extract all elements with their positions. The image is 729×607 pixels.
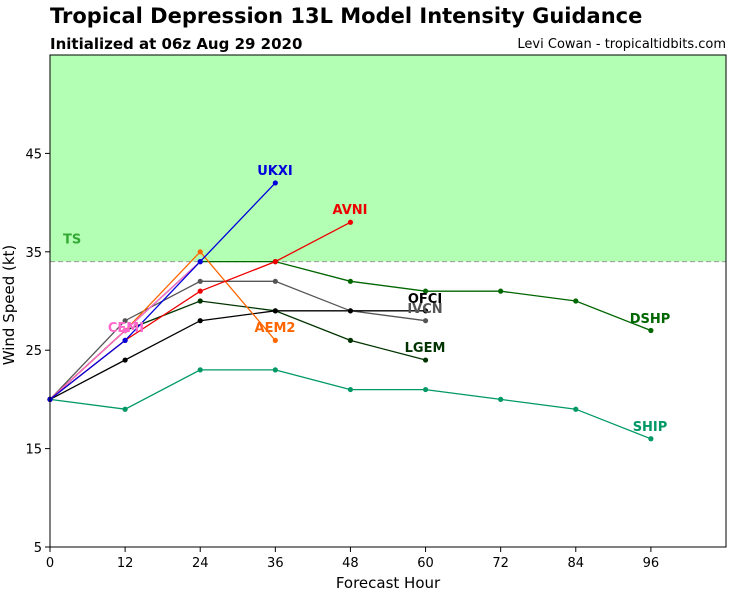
data-point-avni	[197, 288, 203, 294]
series-line-ship	[49, 369, 652, 440]
y-tick-label: 45	[25, 147, 42, 162]
data-point-dshp	[498, 288, 504, 294]
series-label-aem2: AEM2	[255, 321, 296, 336]
data-point-ofci	[122, 357, 128, 363]
series-label-avni: AVNI	[333, 203, 368, 218]
x-tick-label: 0	[46, 556, 54, 571]
series-label-dshp: DSHP	[630, 312, 671, 327]
data-point-ship	[272, 367, 278, 373]
x-tick-label: 12	[117, 556, 134, 571]
series-label-cemi: CEMI	[108, 321, 144, 336]
data-point-ivcn	[422, 318, 429, 324]
series-line-ukxi	[49, 182, 276, 400]
data-point-ship	[648, 436, 654, 442]
data-point-dshp	[648, 327, 654, 334]
ts-shaded-region	[50, 55, 726, 262]
data-point-lgem	[347, 337, 354, 343]
data-point-aem2	[272, 337, 278, 343]
data-point-dshp	[347, 278, 354, 284]
x-tick-label: 36	[267, 556, 284, 571]
series-label-ivcn: IVCN	[407, 302, 442, 317]
series-line-ofci	[49, 310, 426, 400]
series-label-lgem: LGEM	[405, 341, 446, 356]
data-point-ofci	[347, 308, 354, 314]
data-point-ship	[197, 367, 203, 373]
data-point-ship	[422, 386, 429, 393]
data-point-dshp	[422, 288, 429, 294]
y-tick-label: 25	[25, 344, 42, 359]
data-point-ship	[347, 386, 354, 393]
data-point-lgem	[197, 298, 203, 304]
series-line-aem2	[49, 250, 276, 400]
data-point-ivcn	[197, 278, 203, 284]
data-point-ivcn	[272, 278, 278, 284]
data-point-avni	[347, 219, 354, 225]
data-point-avni	[272, 259, 278, 265]
data-point-aem2	[197, 249, 203, 255]
data-point-ofci	[197, 318, 203, 324]
plot-frame	[49, 54, 727, 548]
series-line-ivcn	[49, 280, 426, 400]
data-point-ofci	[422, 308, 429, 314]
x-tick-label: 72	[492, 556, 509, 571]
x-tick-label: 84	[568, 556, 585, 571]
y-tick-label: 15	[25, 443, 42, 458]
chart-title: Tropical Depression 13L Model Intensity …	[50, 4, 643, 28]
series-label-ukxi: UKXI	[257, 164, 293, 179]
data-point-ivcn	[122, 318, 128, 324]
series-label-ofci: OFCI	[408, 292, 442, 307]
credit-text: Levi Cowan - tropicaltidbits.com	[517, 37, 726, 52]
x-axis-title: Forecast Hour	[336, 574, 441, 592]
data-point-ukxi	[197, 259, 203, 265]
x-tick-label: 96	[643, 556, 660, 571]
ts-label: TS	[63, 233, 81, 248]
data-point-lgem	[422, 357, 429, 363]
init-time-subtitle: Initialized at 06z Aug 29 2020	[50, 35, 303, 53]
data-point-ship	[498, 396, 504, 402]
data-point-ukxi	[122, 337, 128, 343]
x-tick-label: 48	[342, 556, 359, 571]
data-point-dshp	[573, 298, 579, 304]
x-tick-label: 60	[417, 556, 434, 571]
x-tick-label: 24	[192, 556, 209, 571]
data-point-ship	[573, 406, 579, 412]
data-point-cemi	[122, 327, 128, 334]
data-point-ship	[122, 406, 128, 412]
y-tick-label: 35	[25, 246, 42, 261]
y-axis-title: Wind Speed (kt)	[0, 245, 18, 366]
data-point-ukxi	[272, 180, 278, 186]
y-tick-label: 5	[34, 541, 42, 556]
series-label-ship: SHIP	[633, 420, 668, 435]
data-point-ofci	[272, 308, 278, 314]
